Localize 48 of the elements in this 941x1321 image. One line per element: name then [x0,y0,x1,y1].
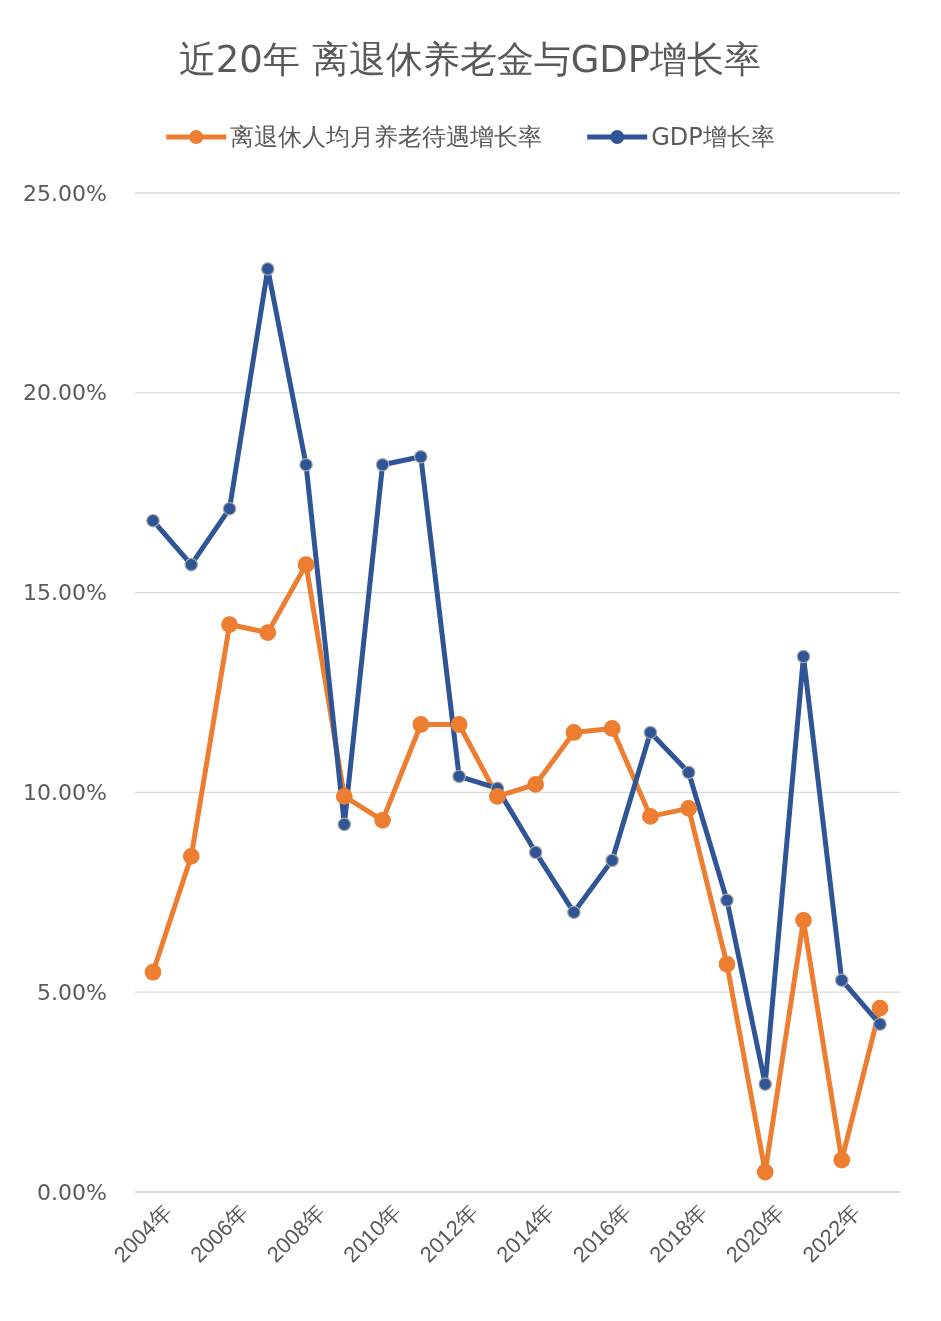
point [259,624,277,641]
y-tick-label: 15.00% [23,580,107,606]
point [871,999,889,1017]
point [297,556,315,573]
point [452,769,466,784]
y-tick-label: 5.00% [37,979,107,1005]
point [603,720,621,737]
point [375,457,390,472]
point [642,808,659,825]
point [299,457,313,472]
y-tick-label: 20.00% [23,380,107,406]
legend-label: GDP增长率 [651,123,775,151]
point [605,853,619,868]
point [144,963,162,981]
point [565,724,583,741]
point [833,1151,851,1169]
legend-label: 离退休人均月养老待遇增长率 [230,123,543,151]
point [335,788,353,805]
y-tick-label: 0.00% [37,1179,107,1205]
point [527,776,545,793]
point [450,716,468,733]
y-tick-label: 25.00% [23,180,107,206]
point [643,725,658,740]
point [528,845,543,860]
point [834,973,849,987]
point [680,800,698,817]
point [221,616,238,633]
point [795,911,812,929]
point [374,812,391,829]
chart-title: 近20年 离退休养老金与GDP增长率 [178,38,762,81]
point [720,893,734,908]
point [718,955,736,973]
point [796,649,811,664]
y-tick-label: 10.00% [23,779,107,805]
point [222,501,237,516]
point [567,905,581,920]
point [873,1017,887,1031]
point [756,1163,774,1181]
point [261,262,275,276]
point [488,788,506,805]
point [182,847,200,865]
point [414,449,428,464]
point [337,817,352,832]
point [681,765,696,780]
point [184,557,199,572]
point [146,513,160,528]
point [758,1077,772,1091]
point [412,716,430,733]
